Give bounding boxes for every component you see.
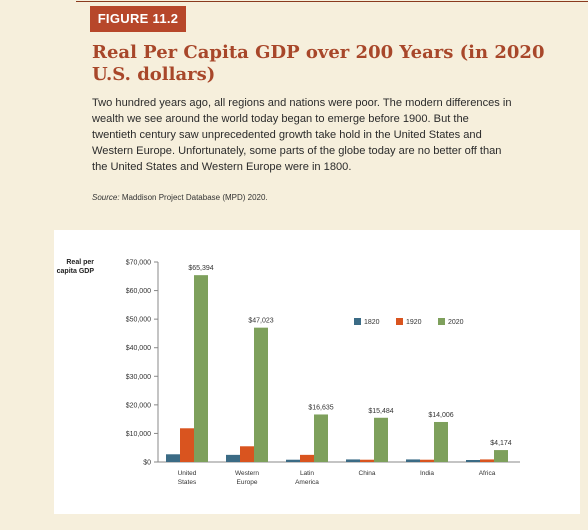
top-rule bbox=[76, 1, 588, 2]
legend-label-1920: 1920 bbox=[406, 319, 422, 326]
bar-2020-africa bbox=[494, 450, 508, 462]
y-axis-label-line-2: capita GDP bbox=[57, 268, 95, 275]
gdp-bar-chart: Real per capita GDP $0 $10,000 $20,000 $30,00… bbox=[57, 259, 520, 486]
y-tick-label: $60,000 bbox=[126, 288, 151, 295]
x-tick-label: America bbox=[295, 479, 319, 486]
y-tick-label: $10,000 bbox=[126, 431, 151, 438]
bar-1820-latin-america bbox=[286, 459, 300, 462]
x-tick-label: States bbox=[178, 479, 197, 486]
legend-label-2020: 2020 bbox=[448, 319, 464, 326]
bar-2020-india bbox=[434, 421, 448, 462]
bar-2020-latin-america bbox=[314, 414, 328, 462]
bar-1920-india bbox=[420, 459, 434, 462]
y-tick-label: $0 bbox=[143, 460, 151, 467]
y-tick-label: $40,000 bbox=[126, 345, 151, 352]
bar-1920-united-states bbox=[180, 428, 194, 462]
legend-label-1820: 1820 bbox=[364, 319, 380, 326]
data-label: $14,006 bbox=[428, 412, 453, 419]
bar-2020-united-states bbox=[194, 275, 208, 462]
data-label: $16,635 bbox=[308, 404, 333, 411]
figure-title: Real Per Capita GDP over 200 Years (in 2… bbox=[92, 42, 545, 85]
y-axis-label-line-1: Real per bbox=[66, 259, 94, 266]
bar-1920-latin-america bbox=[300, 454, 314, 462]
bar-1820-africa bbox=[466, 460, 480, 462]
bar-1920-africa bbox=[480, 459, 494, 462]
bar-1820-india bbox=[406, 459, 420, 462]
bar-2020-china bbox=[374, 417, 388, 462]
source-label: Source: bbox=[92, 193, 120, 202]
data-label: $15,484 bbox=[368, 408, 393, 415]
x-tick-label: Latin bbox=[300, 470, 314, 477]
legend-swatch-1920 bbox=[396, 318, 403, 325]
legend-swatch-1820 bbox=[354, 318, 361, 325]
bar-1820-western-europe bbox=[226, 454, 240, 462]
bar-1820-united-states bbox=[166, 454, 180, 462]
source-text: Maddison Project Database (MPD) 2020. bbox=[121, 193, 268, 202]
legend-swatch-2020 bbox=[438, 318, 445, 325]
x-tick-label: Europe bbox=[237, 479, 258, 486]
x-tick-label: United bbox=[178, 470, 197, 477]
x-tick-label: India bbox=[420, 470, 434, 477]
bar-2020-western-europe bbox=[254, 327, 268, 462]
x-tick-label: China bbox=[359, 470, 376, 477]
y-tick-label: $30,000 bbox=[126, 374, 151, 381]
bar-1820-china bbox=[346, 459, 360, 462]
bar-1920-china bbox=[360, 459, 374, 462]
figure-label: FIGURE 11.2 bbox=[90, 6, 186, 32]
y-tick-label: $50,000 bbox=[126, 317, 151, 324]
y-tick-label: $20,000 bbox=[126, 402, 151, 409]
data-label: $47,023 bbox=[248, 318, 273, 325]
chart-panel: Real per capita GDP $0 $10,000 $20,000 $30,00… bbox=[54, 230, 580, 514]
bar-1920-western-europe bbox=[240, 446, 254, 462]
data-label: $4,174 bbox=[490, 440, 512, 447]
data-label: $65,394 bbox=[188, 265, 213, 272]
figure-source: Source: Maddison Project Database (MPD) … bbox=[92, 193, 512, 202]
x-tick-label: Western bbox=[235, 470, 259, 477]
figure-caption: Two hundred years ago, all regions and n… bbox=[92, 97, 512, 173]
x-tick-label: Africa bbox=[479, 470, 496, 477]
y-tick-label: $70,000 bbox=[126, 260, 151, 267]
